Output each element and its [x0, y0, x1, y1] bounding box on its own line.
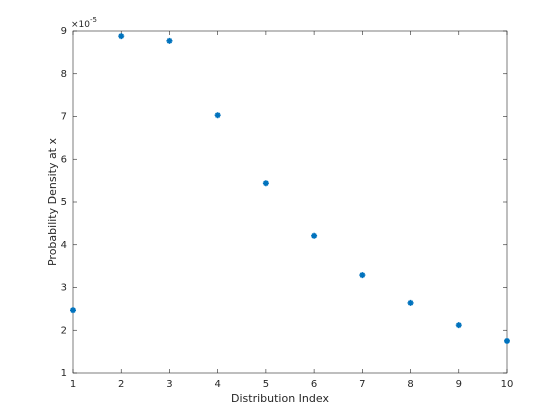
x-tick-label: 8	[407, 379, 413, 390]
point	[118, 33, 125, 40]
point	[504, 337, 510, 344]
x-tick-label: 4	[214, 379, 220, 390]
x-tick-label: 6	[311, 379, 317, 390]
x-tick-label: 7	[359, 379, 365, 390]
point	[166, 37, 173, 44]
y-tick-label: 5	[61, 197, 67, 208]
y-tick-label: 9	[61, 26, 67, 37]
y-tick-label: 8	[61, 69, 67, 80]
x-tick-label: 3	[166, 379, 172, 390]
y-multiplier: ×10-5	[71, 16, 97, 30]
y-tick-label: 1	[61, 368, 67, 379]
y-tick-label: 4	[61, 240, 67, 251]
point	[311, 232, 318, 239]
y-tick-label: 7	[61, 112, 67, 123]
x-tick-label: 9	[456, 379, 462, 390]
point	[455, 322, 462, 329]
x-tick-label: 1	[70, 379, 76, 390]
y-axis-label: Probability Density at x	[46, 138, 59, 267]
y-tick-label: 6	[61, 154, 67, 165]
point	[262, 180, 269, 187]
x-tick-label: 10	[501, 379, 514, 390]
x-tick-label: 5	[263, 379, 269, 390]
axes-box	[72, 30, 508, 374]
y-tick-label: 2	[61, 325, 67, 336]
y-multiplier-base: ×10	[71, 20, 90, 30]
y-multiplier-exponent: -5	[90, 16, 97, 24]
point	[407, 299, 414, 306]
point	[214, 112, 221, 119]
point	[70, 307, 76, 314]
y-tick-label: 3	[61, 283, 67, 294]
x-tick-label: 2	[118, 379, 124, 390]
x-axis-label: Distribution Index	[231, 392, 329, 405]
point	[359, 272, 366, 279]
